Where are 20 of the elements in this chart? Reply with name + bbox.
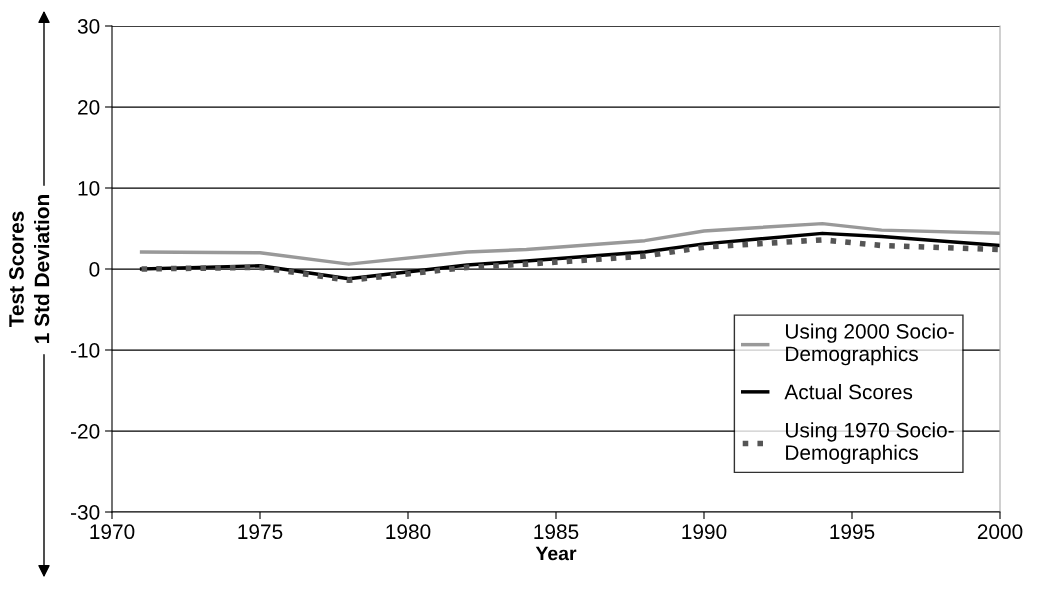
legend-label: Using 2000 Socio- Demographics <box>785 323 954 366</box>
x-axis-title: Year <box>535 546 577 561</box>
line-series <box>139 221 1000 266</box>
x-tick-label: 1975 <box>238 524 283 540</box>
y-tick-label: 0 <box>89 262 100 277</box>
x-tick-label: 1995 <box>830 524 875 540</box>
x-tick-label: 1990 <box>682 524 727 540</box>
x-tick-label: 1980 <box>386 524 431 540</box>
y-tick-label: 20 <box>78 100 100 115</box>
y-tick-label: 30 <box>77 19 100 34</box>
x-tick-label: 1970 <box>90 524 135 540</box>
legend-label: Using 1970 Socio- Demographics <box>785 422 954 465</box>
y-tick-label: 10 <box>78 181 100 196</box>
y-axis-title: Test Scores 1 Std Deviation <box>9 195 50 343</box>
legend-label: Actual Scores <box>784 384 913 400</box>
y-tick-label: -30 <box>71 505 100 520</box>
y-tick-label: -10 <box>71 343 100 358</box>
x-tick-label: 2000 <box>977 524 1023 540</box>
x-tick-label: 1985 <box>534 524 579 540</box>
y-tick-label: -20 <box>71 424 100 439</box>
